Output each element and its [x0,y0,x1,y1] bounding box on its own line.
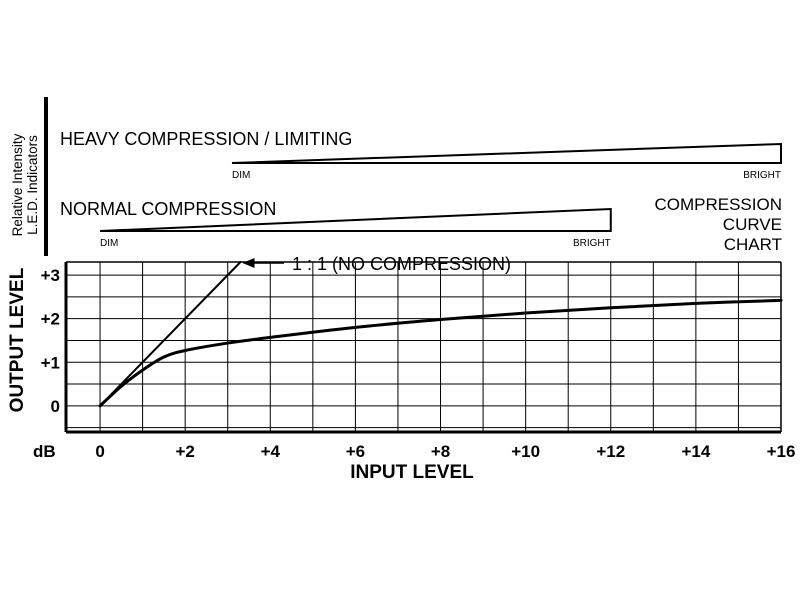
heavy-dim-label: DIM [232,170,250,181]
normal-dim-label: DIM [100,238,118,249]
unit-label: dB [33,442,56,461]
x-tick-label: 0 [95,442,104,461]
one-to-one-annotation: 1 : 1 (NO COMPRESSION) [242,254,511,274]
x-axis-title: INPUT LEVEL [350,462,474,483]
chart-title-line-2: CURVE [723,215,782,234]
chart-title-line-1: COMPRESSION [654,195,782,214]
normal-bright-label: BRIGHT [573,238,611,249]
chart-series [98,261,783,408]
side-label-line-1: Relative Intensity [10,133,25,236]
chart-grid [66,262,782,432]
y-tick-label: +1 [41,353,60,372]
y-tick-labels: 0 +1 +2 +3 [41,266,60,416]
annotation-arrow-head [242,258,255,268]
x-tick-label: +12 [596,442,625,461]
normal-compression-label: NORMAL COMPRESSION [60,199,276,219]
x-tick-labels: 0 +2 +4 +6 +8 +10 +12 +14 +16 [95,442,795,461]
side-label-line-2: L.E.D. Indicators [25,135,40,235]
led-indicator-side-label: Relative Intensity L.E.D. Indicators [10,133,40,236]
x-tick-label: +6 [346,442,365,461]
series-line-compression-curve [98,298,783,408]
x-tick-label: +14 [681,442,710,461]
heavy-compression-wedge [231,142,782,164]
chart-title-line-3: CHART [724,235,782,254]
x-tick-label: +10 [511,442,540,461]
y-tick-label: +2 [41,310,60,329]
x-tick-label: +4 [261,442,281,461]
heavy-compression-label: HEAVY COMPRESSION / LIMITING [60,129,352,149]
x-tick-label: +2 [175,442,194,461]
x-tick-label: +8 [431,442,450,461]
y-tick-label: +3 [41,266,60,285]
x-tick-label: +16 [767,442,796,461]
normal-compression-wedge [100,207,612,232]
y-axis-title: OUTPUT LEVEL [7,267,28,412]
annotation-text: 1 : 1 (NO COMPRESSION) [292,254,511,274]
y-tick-label: 0 [51,397,60,416]
heavy-bright-label: BRIGHT [743,170,781,181]
series-line-one-to-one [99,261,242,407]
chart-axes [64,261,782,434]
